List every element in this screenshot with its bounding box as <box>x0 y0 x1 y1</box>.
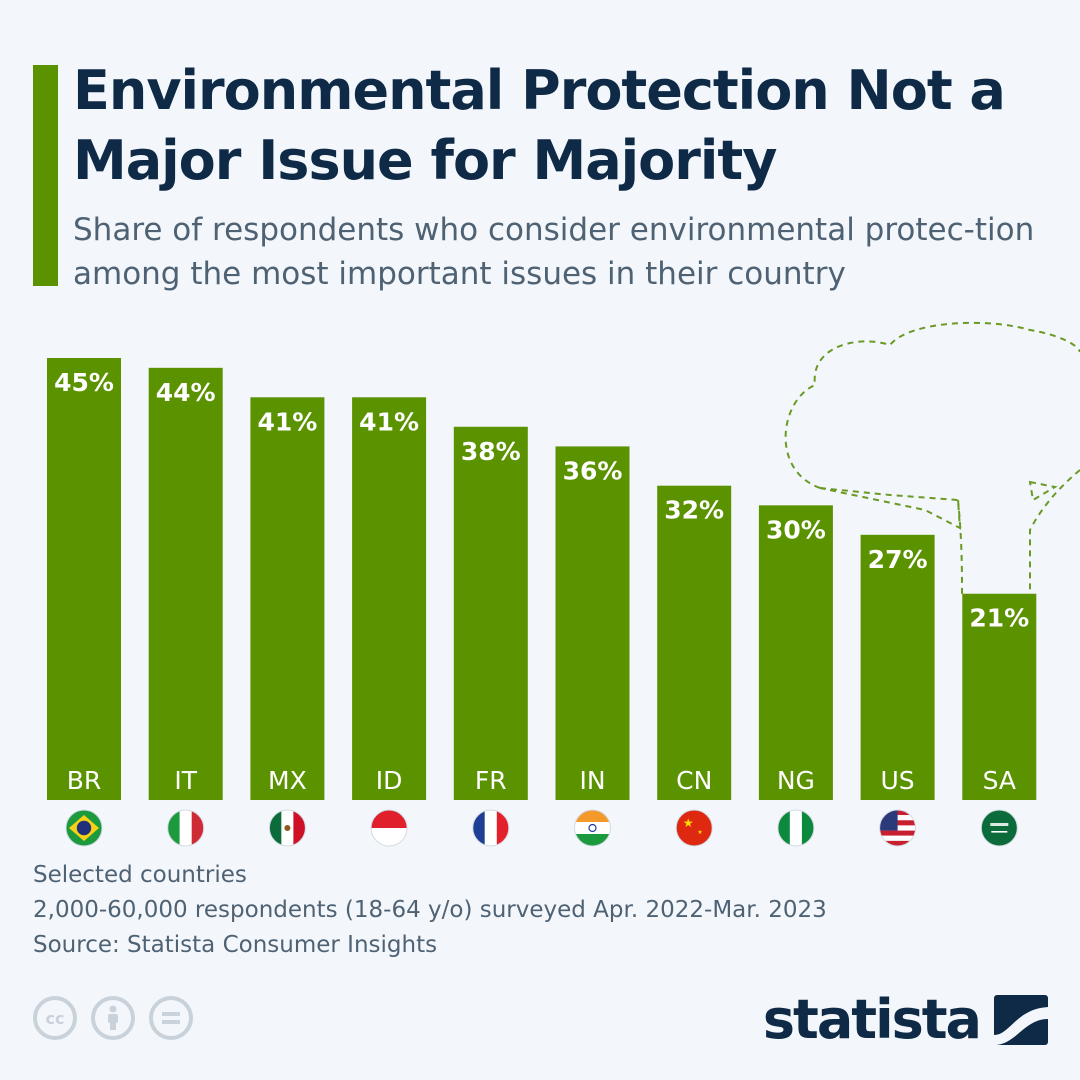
category-label-us: US <box>881 766 915 795</box>
value-label-mx: 41% <box>257 407 317 436</box>
bar-mx <box>250 397 325 800</box>
bar-id <box>352 397 427 800</box>
chart-subtitle: Share of respondents who consider enviro… <box>73 212 1035 292</box>
note-source: Source: Statista Consumer Insights <box>33 932 438 958</box>
bar-chart: 45% BR 44% IT 41% MX 41% ID 38% FR 36% IN 32% CN 30% NG… <box>47 321 1080 847</box>
statista-logo[interactable]: statista <box>763 990 1048 1050</box>
value-label-us: 27% <box>868 545 928 574</box>
category-label-fr: FR <box>475 766 507 795</box>
category-label-mx: MX <box>268 766 307 795</box>
attribution-icon[interactable] <box>91 996 135 1040</box>
value-label-br: 45% <box>54 368 114 397</box>
no-derivatives-icon[interactable] <box>149 996 193 1040</box>
bar-sa <box>962 593 1037 800</box>
category-label-it: IT <box>174 766 197 795</box>
value-label-id: 41% <box>359 407 419 436</box>
chart-title: Environmental Protection Not a Major Iss… <box>73 59 1006 192</box>
flag-usa-icon <box>879 809 917 847</box>
category-label-sa: SA <box>983 766 1016 795</box>
category-label-ng: NG <box>777 766 815 795</box>
flag-indonesia-icon <box>370 809 408 847</box>
bars-layer: 45% BR 44% IT 41% MX 41% ID 38% FR 36% IN 32% CN 30% NG… <box>47 358 1037 800</box>
category-label-id: ID <box>376 766 403 795</box>
flag-india-icon <box>574 809 611 847</box>
bar-cn <box>657 485 732 800</box>
bar-fr <box>453 426 528 800</box>
value-label-in: 36% <box>563 456 623 485</box>
svg-text:★: ★ <box>683 816 694 830</box>
flag-france-icon <box>472 809 510 847</box>
statista-logo-icon <box>994 995 1048 1045</box>
value-label-sa: 21% <box>969 604 1029 633</box>
bar-it <box>148 367 223 800</box>
flag-nigeria-icon <box>777 809 815 847</box>
flag-italy-icon <box>167 809 205 847</box>
bar-us <box>860 534 935 800</box>
bar-br <box>47 358 121 800</box>
flag-mexico-icon <box>268 809 306 847</box>
note-survey-details: 2,000-60,000 respondents (18-64 y/o) sur… <box>33 897 827 923</box>
category-label-in: IN <box>579 766 605 795</box>
value-label-it: 44% <box>156 378 216 407</box>
svg-text:★: ★ <box>697 829 702 836</box>
license-icons: cc <box>33 996 193 1040</box>
note-selected-countries: Selected countries <box>33 862 247 888</box>
bar-ng <box>758 505 833 800</box>
title-accent-bar <box>33 65 58 286</box>
category-label-cn: CN <box>676 766 712 795</box>
tree-outline-decoration <box>784 321 1080 596</box>
statista-wordmark: statista <box>762 988 982 1051</box>
flag-brazil-icon <box>65 809 103 847</box>
value-label-cn: 32% <box>664 496 724 525</box>
value-label-ng: 30% <box>766 515 826 544</box>
value-label-fr: 38% <box>461 437 521 466</box>
cc-icon[interactable]: cc <box>33 996 77 1040</box>
flags-layer: ★★ <box>65 809 1018 847</box>
category-label-br: BR <box>67 766 102 795</box>
flag-china-icon: ★★ <box>675 809 713 847</box>
flag-saudi-arabia-icon <box>980 809 1018 847</box>
footer-notes: Selected countries 2,000-60,000 responde… <box>33 858 827 963</box>
bar-in <box>555 446 630 800</box>
